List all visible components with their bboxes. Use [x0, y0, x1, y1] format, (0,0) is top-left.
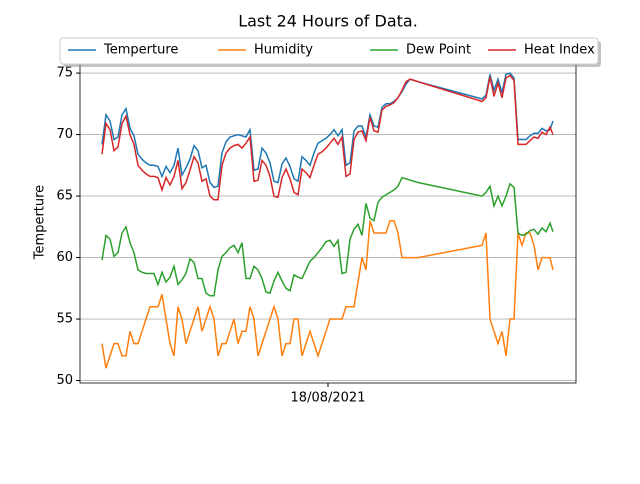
y-tick-label: 75 [56, 66, 73, 81]
y-tick-label: 65 [56, 189, 73, 204]
x-tick-label: 18/08/2021 [291, 391, 366, 406]
y-tick-label: 70 [56, 127, 73, 142]
series-line [101, 176, 554, 297]
legend-label: Humidity [254, 43, 313, 58]
legend-label: Heat Index [524, 43, 595, 58]
y-tick-label: 50 [56, 373, 73, 388]
series-line [101, 74, 554, 201]
y-tick-label: 55 [56, 312, 73, 327]
legend-label: Temperture [103, 43, 178, 58]
legend-label: Dew Point [406, 43, 471, 58]
series-line [101, 219, 554, 369]
legend [59, 37, 599, 65]
series-line [101, 72, 554, 189]
y-tick-label: 60 [56, 250, 73, 265]
chart-title: Last 24 Hours of Data. [238, 12, 418, 31]
y-axis-label: Temperture [33, 185, 48, 260]
